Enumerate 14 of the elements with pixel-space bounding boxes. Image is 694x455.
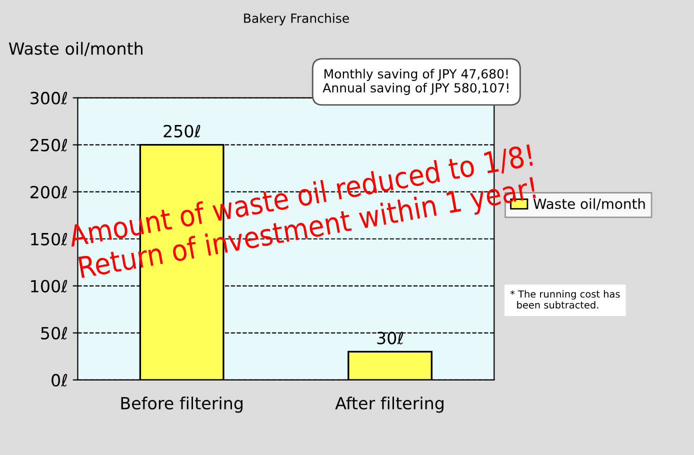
y-tick-label: 150ℓ — [31, 232, 67, 246]
y-tick-label: 300ℓ — [30, 92, 67, 104]
chart-title: Bakery Franchise — [244, 13, 349, 26]
y-tick-label: 250ℓ — [30, 138, 67, 152]
x-tick-label: Before filtering — [121, 396, 242, 413]
text: * The running cost has been subtracted. — [510, 290, 620, 309]
y-tick-label: 0ℓ — [52, 374, 67, 386]
text: Monthly saving of JPY 47,680! Annual saving of JPY 580,107! — [322, 68, 508, 95]
y-tick-label: 50ℓ — [41, 326, 67, 340]
x-tick-label: After filtering — [335, 396, 444, 413]
y-axis-title: Waste oil/month — [8, 42, 142, 56]
y-tick-label: 100ℓ — [31, 280, 67, 292]
data-label: 250ℓ — [164, 124, 200, 138]
y-tick-label: 200ℓ — [30, 186, 67, 198]
